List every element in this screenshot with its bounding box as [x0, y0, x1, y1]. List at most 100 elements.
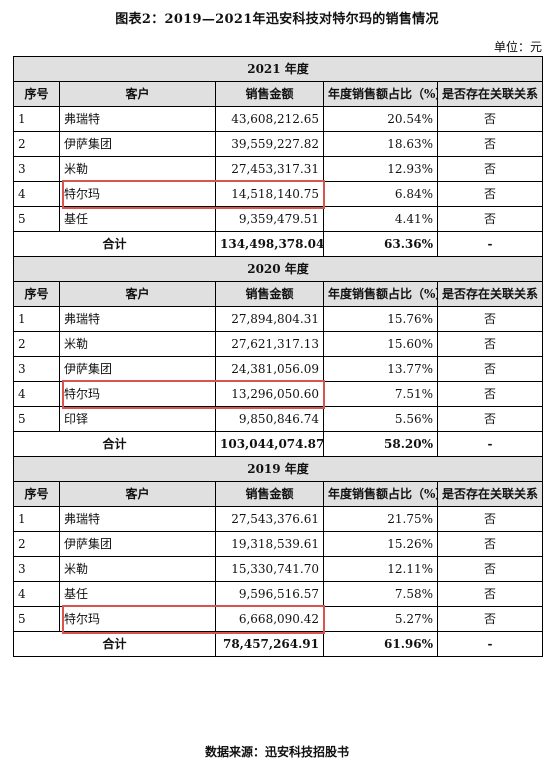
row-amount: 24,381,056.09: [215, 356, 324, 382]
total-pct: 58.20%: [323, 431, 438, 457]
row-amount: 27,621,317.13: [215, 331, 324, 357]
table-row: 3 米勒 27,453,317.31 12.93% 否: [13, 156, 544, 182]
total-row: 合计 78,457,264.91 61.96% -: [13, 631, 544, 657]
row-pct: 15.76%: [323, 306, 438, 332]
row-related: 否: [436, 506, 544, 532]
header-pct: 年度销售额占比（%）: [323, 81, 438, 107]
row-related: 否: [436, 131, 544, 157]
row-amount: 9,359,479.51: [215, 206, 324, 232]
row-customer: 伊萨集团: [59, 356, 216, 382]
sales-table: 2021 年度 序号 客户 销售金额 年度销售额占比（%） 是否存在关联关系 1 弗瑞特 43,…: [12, 56, 544, 657]
row-related: 否: [436, 531, 544, 557]
row-amount: 9,596,516.57: [215, 581, 324, 607]
total-amount: 103,044,074.87: [215, 431, 324, 457]
row-no: 5: [13, 606, 60, 632]
row-related: 否: [436, 156, 544, 182]
header-no: 序号: [13, 481, 60, 507]
data-source: 数据来源：迅安科技招股书: [204, 745, 349, 759]
table-row: 2 米勒 27,621,317.13 15.60% 否: [13, 331, 544, 357]
row-customer: 米勒: [59, 156, 216, 182]
table-row: 2 伊萨集团 39,559,227.82 18.63% 否: [13, 131, 544, 157]
table-row: 1 弗瑞特 27,543,376.61 21.75% 否: [13, 506, 544, 532]
total-related: -: [436, 231, 544, 257]
row-customer: 弗瑞特: [59, 106, 216, 132]
row-customer: 米勒: [59, 331, 216, 357]
row-pct: 7.58%: [323, 581, 438, 607]
row-related: 否: [436, 606, 544, 632]
row-pct: 15.26%: [323, 531, 438, 557]
total-label: 合计: [13, 631, 216, 657]
row-no: 3: [13, 356, 60, 382]
row-pct: 12.93%: [323, 156, 438, 182]
table-row: 3 米勒 15,330,741.70 12.11% 否: [13, 556, 544, 582]
row-pct: 18.63%: [323, 131, 438, 157]
header-amount: 销售金额: [215, 481, 324, 507]
row-customer: 印铎: [59, 406, 216, 432]
row-pct: 15.60%: [323, 331, 438, 357]
table-row: 3 伊萨集团 24,381,056.09 13.77% 否: [13, 356, 544, 382]
row-customer: 弗瑞特: [59, 506, 216, 532]
table-row: 4 基任 9,596,516.57 7.58% 否: [13, 581, 544, 607]
row-pct: 5.27%: [323, 606, 438, 632]
table-row: 4 特尔玛 13,296,050.60 7.51% 否: [13, 381, 544, 407]
row-related: 否: [436, 306, 544, 332]
row-amount: 15,330,741.70: [215, 556, 324, 582]
total-label: 合计: [13, 431, 216, 457]
header-amount: 销售金额: [215, 81, 324, 107]
row-no: 2: [13, 131, 60, 157]
header-no: 序号: [13, 81, 60, 107]
row-no: 5: [13, 406, 60, 432]
total-related: -: [436, 431, 544, 457]
row-customer: 弗瑞特: [59, 306, 216, 332]
table-row: 2 伊萨集团 19,318,539.61 15.26% 否: [13, 531, 544, 557]
row-amount: 9,850,846.74: [215, 406, 324, 432]
table-row: 5 印铎 9,850,846.74 5.56% 否: [13, 406, 544, 432]
table-row: 5 基任 9,359,479.51 4.41% 否: [13, 206, 544, 232]
row-pct: 20.54%: [323, 106, 438, 132]
row-related: 否: [436, 206, 544, 232]
header-amount: 销售金额: [215, 281, 324, 307]
row-customer: 米勒: [59, 556, 216, 582]
row-no: 1: [13, 506, 60, 532]
row-customer: 伊萨集团: [59, 531, 216, 557]
header-related: 是否存在关联关系: [436, 81, 544, 107]
row-amount: 6,668,090.42: [215, 606, 324, 632]
table-row: 1 弗瑞特 43,608,212.65 20.54% 否: [13, 106, 544, 132]
row-no: 3: [13, 556, 60, 582]
header-row: 序号 客户 销售金额 年度销售额占比（%） 是否存在关联关系: [13, 481, 544, 507]
table-row: 4 特尔玛 14,518,140.75 6.84% 否: [13, 181, 544, 207]
total-pct: 61.96%: [323, 631, 438, 657]
header-pct: 年度销售额占比（%）: [323, 281, 438, 307]
row-no: 4: [13, 381, 60, 407]
figure-title: 图表2：2019—2021年迅安科技对特尔玛的销售情况: [115, 12, 439, 27]
row-customer: 特尔玛: [59, 606, 216, 632]
row-no: 4: [13, 181, 60, 207]
total-pct: 63.36%: [323, 231, 438, 257]
row-no: 1: [13, 306, 60, 332]
row-no: 2: [13, 331, 60, 357]
row-customer: 特尔玛: [59, 181, 216, 207]
total-related: -: [436, 631, 544, 657]
header-pct: 年度销售额占比（%）: [323, 481, 438, 507]
row-amount: 27,453,317.31: [215, 156, 324, 182]
row-customer: 基任: [59, 581, 216, 607]
row-no: 1: [13, 106, 60, 132]
row-pct: 5.56%: [323, 406, 438, 432]
header-related: 是否存在关联关系: [436, 281, 544, 307]
row-related: 否: [436, 356, 544, 382]
table-row: 1 弗瑞特 27,894,804.31 15.76% 否: [13, 306, 544, 332]
total-row: 合计 103,044,074.87 58.20% -: [13, 431, 544, 457]
year-heading: 2021 年度: [12, 56, 544, 82]
row-related: 否: [436, 381, 544, 407]
year-row: 2019 年度: [12, 456, 544, 482]
year-row: 2021 年度: [12, 56, 544, 82]
total-amount: 134,498,378.04: [215, 231, 324, 257]
row-related: 否: [436, 106, 544, 132]
header-row: 序号 客户 销售金额 年度销售额占比（%） 是否存在关联关系: [13, 281, 544, 307]
row-pct: 12.11%: [323, 556, 438, 582]
total-row: 合计 134,498,378.04 63.36% -: [13, 231, 544, 257]
row-customer: 伊萨集团: [59, 131, 216, 157]
year-row: 2020 年度: [12, 256, 544, 282]
year-heading: 2019 年度: [12, 456, 544, 482]
row-amount: 27,894,804.31: [215, 306, 324, 332]
